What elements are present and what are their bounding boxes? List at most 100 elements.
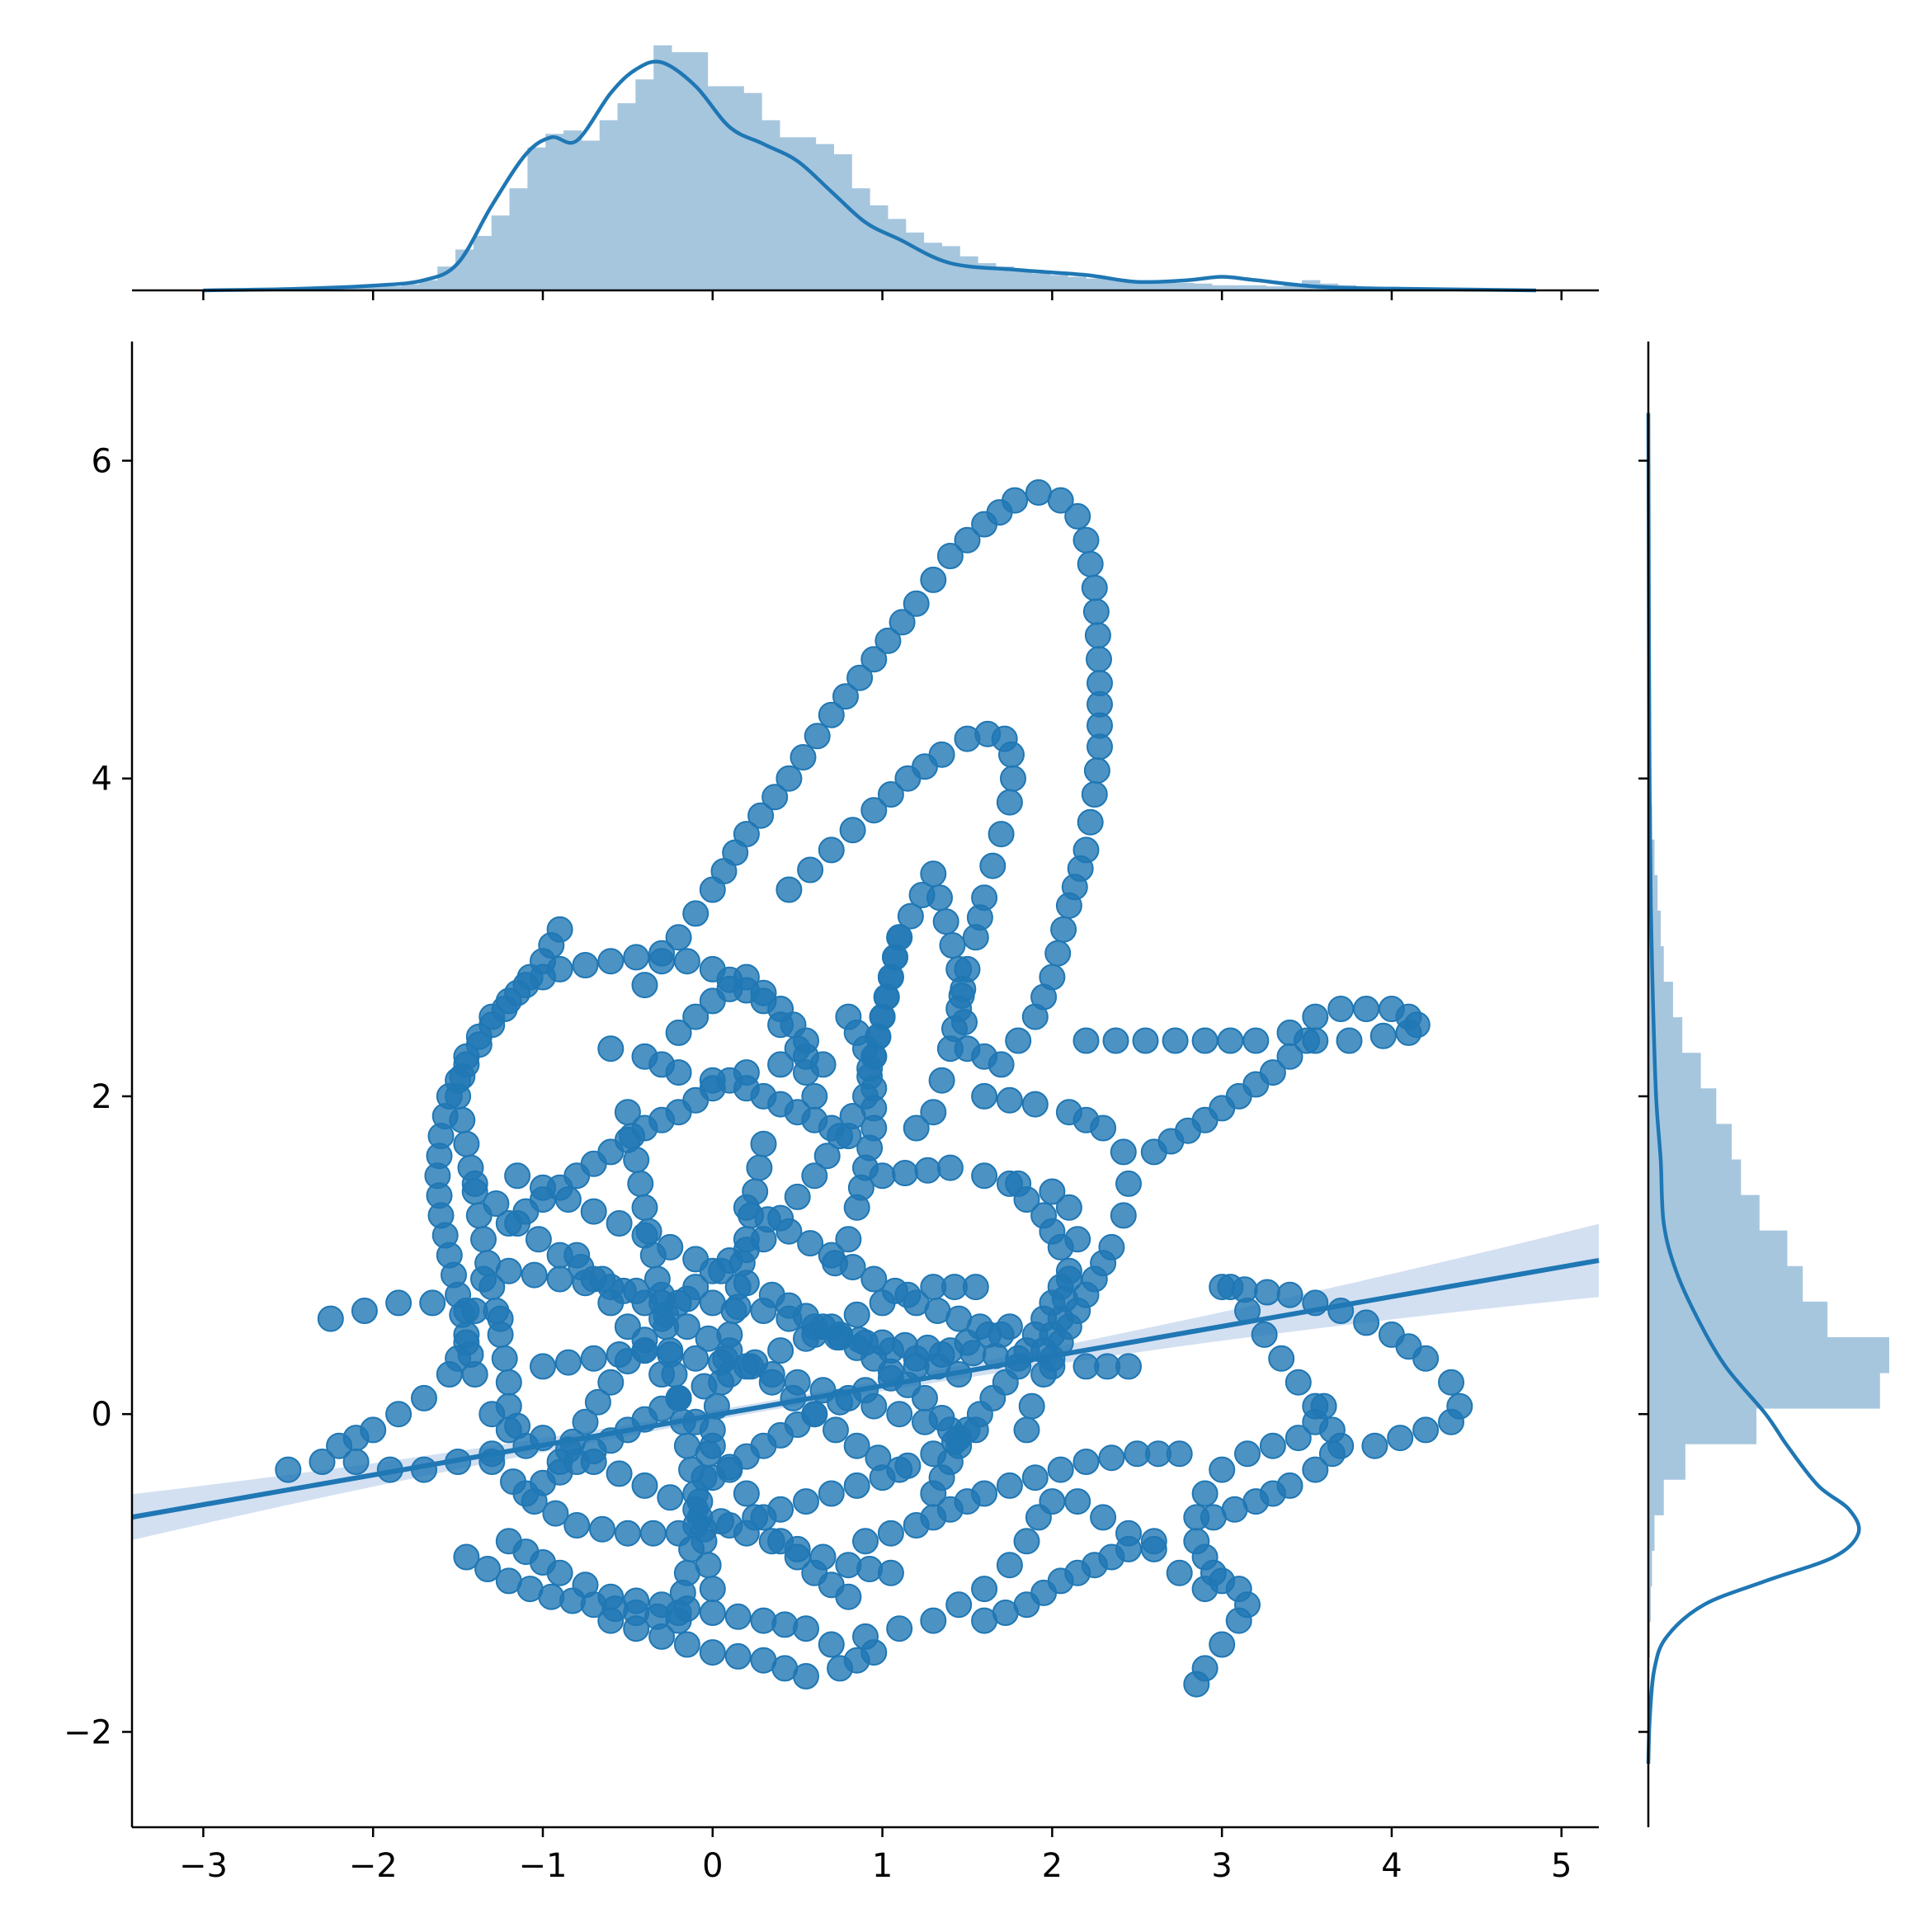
scatter-point xyxy=(1072,526,1100,554)
scatter-point xyxy=(797,856,824,884)
scatter-point xyxy=(1081,781,1108,808)
scatter-point xyxy=(1132,1027,1159,1054)
scatter-point xyxy=(758,1369,785,1396)
histogram-bar-x xyxy=(923,243,942,290)
scatter-point xyxy=(1285,1369,1312,1396)
scatter-point xyxy=(673,1631,700,1658)
scatter-point xyxy=(1000,765,1026,792)
axes: −3 −2 −1 0 1 2 3 4 5 −2 0 2 4 6 xyxy=(64,289,1650,1885)
scatter-point xyxy=(1115,1535,1142,1562)
scatter-point xyxy=(614,1520,641,1547)
scatter-point xyxy=(928,741,955,768)
scatter-point xyxy=(1251,1321,1278,1348)
scatter-point xyxy=(971,1082,998,1110)
scatter-point xyxy=(886,1615,913,1642)
histogram-bar-y xyxy=(1648,1479,1664,1515)
scatter-point xyxy=(1387,1425,1414,1452)
regression-line xyxy=(131,1257,1600,1520)
histogram-bar-x xyxy=(1266,286,1285,290)
histogram-bar-x xyxy=(509,188,528,290)
scatter-point xyxy=(1047,1233,1074,1261)
x-tick-label: −2 xyxy=(349,1847,398,1885)
scatter-point xyxy=(733,1480,760,1507)
scatter-point xyxy=(635,1218,662,1245)
scatter-point xyxy=(1039,1488,1066,1515)
scatter-point xyxy=(504,1412,531,1440)
scatter-point xyxy=(504,1210,531,1237)
scatter-point xyxy=(738,1353,765,1380)
scatter-point xyxy=(793,1325,819,1352)
histogram-bar-x xyxy=(761,120,780,290)
scatter-point xyxy=(801,1401,828,1428)
histogram-bar-x xyxy=(797,137,817,290)
scatter-point xyxy=(665,924,692,951)
histogram-bar-x xyxy=(1284,283,1303,290)
scatter-point xyxy=(886,1401,913,1428)
y-tick-label: 0 xyxy=(92,1396,112,1434)
scatter-point xyxy=(886,1456,913,1483)
scatter-point xyxy=(790,744,817,770)
histogram-bar-x xyxy=(995,266,1015,290)
scatter-point xyxy=(589,1265,615,1293)
scatter-point xyxy=(653,1301,680,1328)
scatter-point xyxy=(809,1051,837,1078)
scatter-point xyxy=(793,1615,819,1642)
scatter-point xyxy=(699,955,726,982)
scatter-point xyxy=(623,1147,650,1173)
scatter-point xyxy=(554,1186,582,1213)
scatter-point xyxy=(453,1329,480,1356)
scatter-point xyxy=(1090,1114,1117,1142)
histogram-bar-x xyxy=(833,154,852,290)
scatter-point xyxy=(657,1484,684,1511)
scatter-point xyxy=(1018,1392,1045,1420)
scatter-point xyxy=(411,1384,437,1411)
x-tick-label: 3 xyxy=(1211,1847,1232,1885)
scatter-point xyxy=(750,1130,777,1157)
marginal-y-panel xyxy=(1646,412,1889,1765)
scatter-point xyxy=(801,1162,828,1190)
scatter-point xyxy=(525,1226,552,1253)
histogram-bar-x xyxy=(1211,285,1231,290)
scatter-point xyxy=(988,1051,1015,1078)
scatter-point xyxy=(453,1130,480,1157)
scatter-point xyxy=(1077,808,1104,836)
scatter-point xyxy=(665,1019,692,1046)
scatter-point xyxy=(1412,1345,1440,1372)
scatter-point xyxy=(1021,1091,1049,1118)
scatter-point xyxy=(1259,1059,1286,1086)
histogram-bar-x xyxy=(672,52,691,290)
histogram-bar-x xyxy=(707,86,727,290)
scatter-point xyxy=(962,924,989,951)
scatter-point xyxy=(839,817,866,844)
scatter-point xyxy=(979,852,1006,879)
scatter-point xyxy=(793,1488,819,1515)
x-tick-label: 4 xyxy=(1381,1847,1402,1885)
scatter-point xyxy=(695,1325,722,1352)
scatter-point xyxy=(1055,1194,1082,1221)
regression-line-group xyxy=(131,1257,1600,1520)
y-tick-label: 2 xyxy=(92,1078,112,1116)
histogram-bar-y xyxy=(1648,1550,1652,1587)
scatter-point xyxy=(1072,836,1100,864)
scatter-point xyxy=(317,1305,344,1332)
scatter-point xyxy=(699,1576,726,1603)
scatter-point xyxy=(996,1170,1023,1197)
scatter-point xyxy=(920,860,947,888)
histogram-bar-x xyxy=(743,92,762,290)
histogram-bar-x xyxy=(1031,273,1050,290)
scatter-point xyxy=(809,1543,837,1571)
scatter-point xyxy=(487,1305,514,1332)
histogram-bar-x xyxy=(1049,275,1068,290)
scatter-point xyxy=(914,1157,941,1184)
histogram-bar-x xyxy=(545,134,564,290)
scatter-point xyxy=(699,1432,726,1459)
scatter-point xyxy=(643,1265,671,1293)
scatter-point xyxy=(1162,1027,1189,1054)
histogram-bar-y xyxy=(1648,874,1658,912)
scatter-point xyxy=(1209,1631,1236,1658)
scatter-point xyxy=(920,1099,947,1126)
scatter-point xyxy=(733,1194,760,1221)
scatter-point xyxy=(483,1190,510,1217)
scatter-point xyxy=(1191,1655,1219,1682)
scatter-point xyxy=(912,1408,938,1435)
